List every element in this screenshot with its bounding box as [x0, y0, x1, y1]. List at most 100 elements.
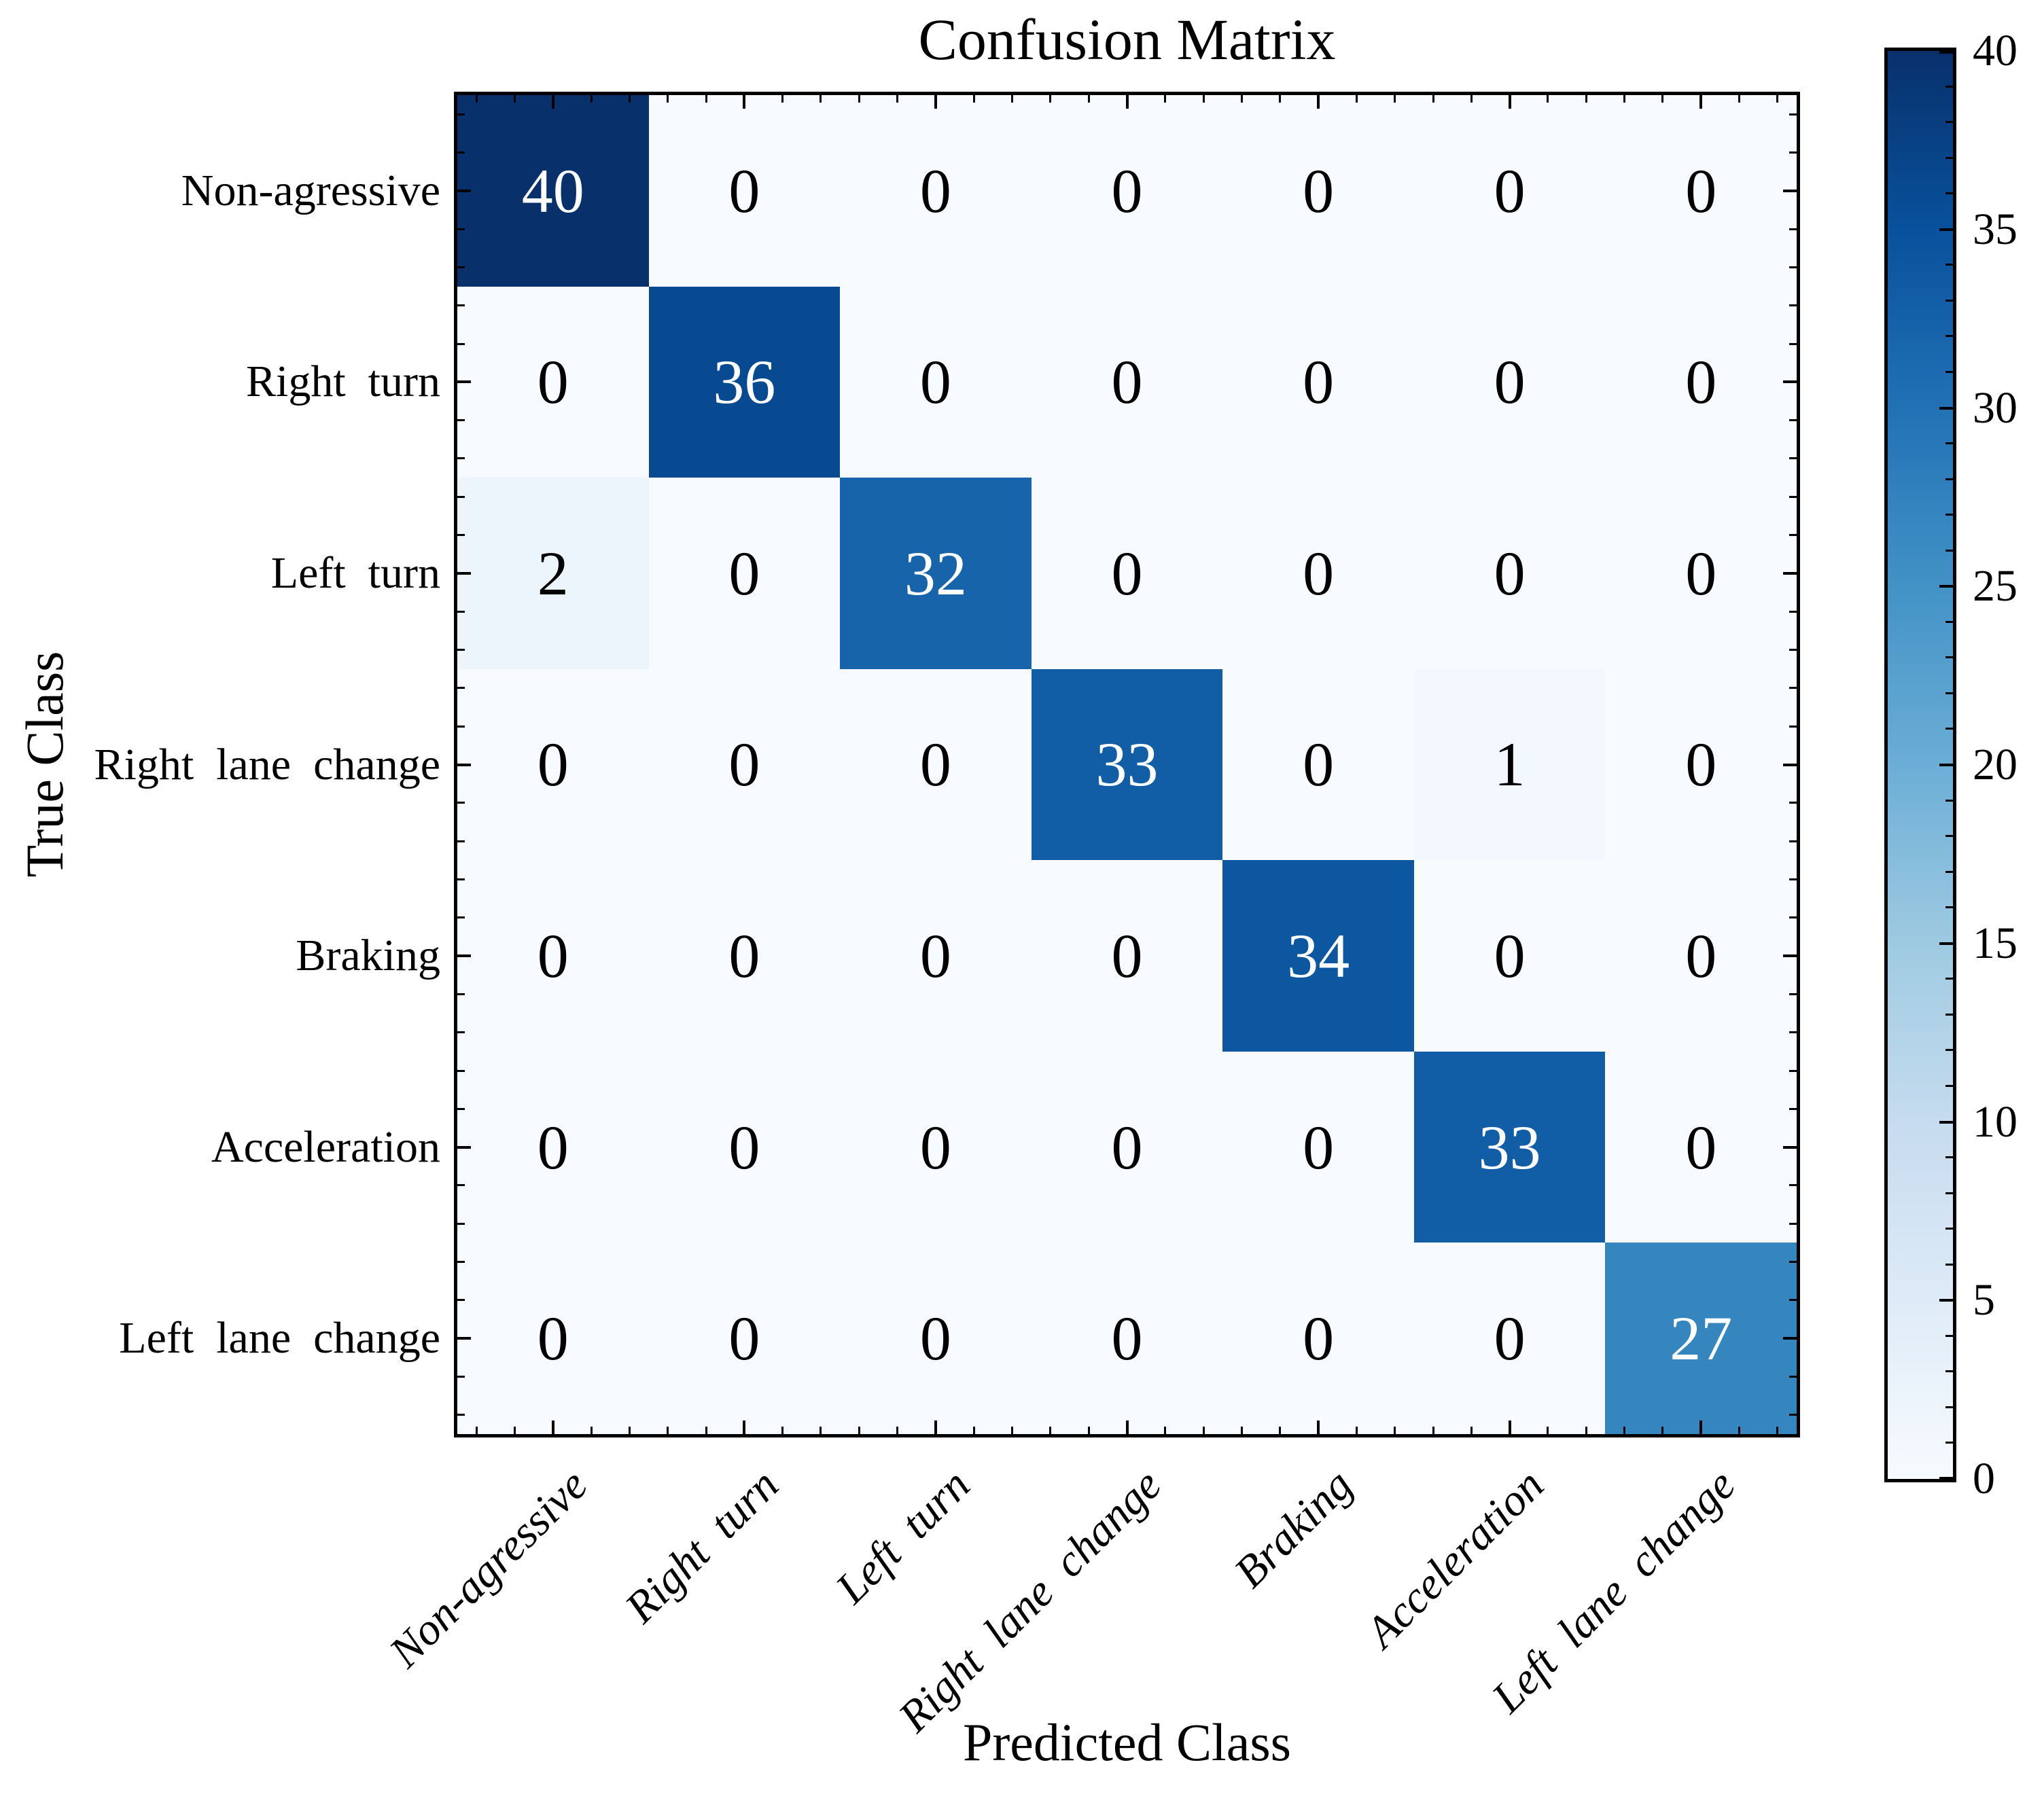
matrix-cell: 36 — [648, 286, 841, 478]
y-minor-tick — [457, 342, 465, 345]
matrix-cell: 0 — [1222, 668, 1414, 861]
y-minor-tick — [457, 1376, 465, 1378]
colorbar-minor-tick — [1945, 549, 1953, 552]
matrix-cell: 0 — [457, 1051, 649, 1243]
cell-value: 0 — [919, 730, 951, 800]
y-major-tick — [1783, 763, 1797, 766]
cell-value: 0 — [1111, 347, 1143, 417]
x-major-tick — [551, 1420, 554, 1434]
colorbar-major-tick — [1939, 764, 1953, 766]
colorbar-major-tick — [1939, 1477, 1953, 1480]
matrix-cell: 0 — [1605, 95, 1797, 287]
matrix-cell: 0 — [457, 1243, 649, 1434]
x-major-tick — [1699, 95, 1703, 109]
colorbar-minor-tick — [1945, 620, 1953, 623]
y-minor-tick — [457, 1184, 465, 1187]
matrix-cell: 33 — [1031, 668, 1223, 861]
x-minor-tick — [1164, 95, 1167, 103]
colorbar-major-tick — [1939, 51, 1953, 54]
matrix-cell: 0 — [648, 1243, 841, 1434]
cell-value: 0 — [537, 730, 569, 800]
x-minor-tick — [705, 95, 707, 103]
matrix-cell: 0 — [1413, 1243, 1606, 1434]
x-minor-tick — [628, 95, 631, 103]
y-minor-tick — [457, 687, 465, 690]
x-minor-tick — [1279, 95, 1282, 103]
colorbar-minor-tick — [1945, 692, 1953, 694]
matrix-cell: 0 — [1031, 1051, 1223, 1243]
colorbar-major-tick — [1939, 585, 1953, 588]
matrix-cell: 2 — [457, 478, 649, 669]
x-major-tick — [1699, 1420, 1703, 1434]
cell-value: 0 — [1494, 1304, 1526, 1374]
cell-value: 0 — [919, 347, 951, 417]
x-minor-tick — [781, 1427, 784, 1434]
y-tick-label: Right lane change — [94, 739, 440, 789]
matrix-cell: 40 — [457, 95, 649, 287]
x-minor-tick — [1776, 95, 1779, 103]
colorbar-minor-tick — [1945, 1406, 1953, 1408]
y-minor-tick — [457, 304, 465, 307]
y-minor-tick — [457, 1069, 465, 1072]
cell-value: 0 — [728, 730, 760, 800]
cell-value: 0 — [728, 1112, 760, 1182]
x-minor-tick — [513, 95, 516, 103]
cell-value: 0 — [537, 347, 569, 417]
cell-value: 1 — [1494, 730, 1526, 800]
x-minor-tick — [1623, 95, 1626, 103]
y-minor-tick — [457, 1414, 465, 1416]
matrix-cell: 0 — [648, 668, 841, 861]
matrix-cell: 0 — [1222, 1051, 1414, 1243]
cell-value: 27 — [1670, 1304, 1733, 1374]
cell-value: 0 — [1494, 347, 1526, 417]
y-major-tick — [1783, 954, 1797, 958]
x-tick-label: Non-agressive — [380, 1460, 597, 1677]
colorbar-minor-tick — [1945, 1156, 1953, 1159]
y-minor-tick — [1789, 304, 1797, 307]
x-minor-tick — [1240, 1427, 1243, 1434]
cell-value: 0 — [1685, 1112, 1717, 1182]
x-minor-tick — [858, 1427, 860, 1434]
y-minor-tick — [1789, 725, 1797, 728]
y-minor-tick — [457, 1261, 465, 1264]
y-minor-tick — [1789, 1261, 1797, 1264]
y-tick-label: Braking — [296, 931, 440, 981]
y-minor-tick — [457, 1222, 465, 1225]
matrix-cell: 0 — [840, 286, 1032, 478]
x-minor-tick — [1011, 1427, 1014, 1434]
colorbar-tick-label: 35 — [1973, 204, 2017, 254]
y-minor-tick — [457, 725, 465, 728]
y-minor-tick — [1789, 342, 1797, 345]
colorbar-minor-tick — [1945, 1370, 1953, 1373]
heatmap-plot-area: 40 0 0 0 0 0 0 0 36 0 0 0 0 0 2 0 32 0 0 0 0 0 0 0 33 0 1 0 0 0 0 0 34 0 0… — [454, 92, 1800, 1437]
x-major-tick — [1317, 1420, 1320, 1434]
y-major-tick — [1783, 380, 1797, 384]
y-minor-tick — [1789, 1069, 1797, 1072]
colorbar-minor-tick — [1945, 1442, 1953, 1444]
colorbar-minor-tick — [1945, 1228, 1953, 1230]
colorbar-minor-tick — [1945, 442, 1953, 445]
cell-value: 0 — [919, 1112, 951, 1182]
colorbar-minor-tick — [1945, 656, 1953, 659]
cell-value: 0 — [1303, 730, 1335, 800]
y-minor-tick — [457, 495, 465, 498]
colorbar-minor-tick — [1945, 299, 1953, 302]
colorbar-minor-tick — [1945, 478, 1953, 480]
x-minor-tick — [1049, 1427, 1052, 1434]
cell-value: 40 — [521, 156, 584, 226]
colorbar-minor-tick — [1945, 264, 1953, 266]
matrix-cell: 0 — [840, 860, 1032, 1052]
y-minor-tick — [1789, 113, 1797, 115]
y-minor-tick — [457, 993, 465, 995]
y-tick-label: Acceleration — [211, 1122, 440, 1172]
cell-value: 0 — [1111, 921, 1143, 991]
colorbar-major-tick — [1939, 1120, 1953, 1124]
y-minor-tick — [457, 649, 465, 651]
cell-value: 36 — [713, 347, 776, 417]
x-minor-tick — [972, 95, 975, 103]
y-minor-tick — [1789, 1414, 1797, 1416]
x-minor-tick — [1547, 1427, 1549, 1434]
y-tick-label: Right turn — [245, 357, 440, 407]
x-minor-tick — [475, 1427, 478, 1434]
cell-value: 0 — [728, 921, 760, 991]
